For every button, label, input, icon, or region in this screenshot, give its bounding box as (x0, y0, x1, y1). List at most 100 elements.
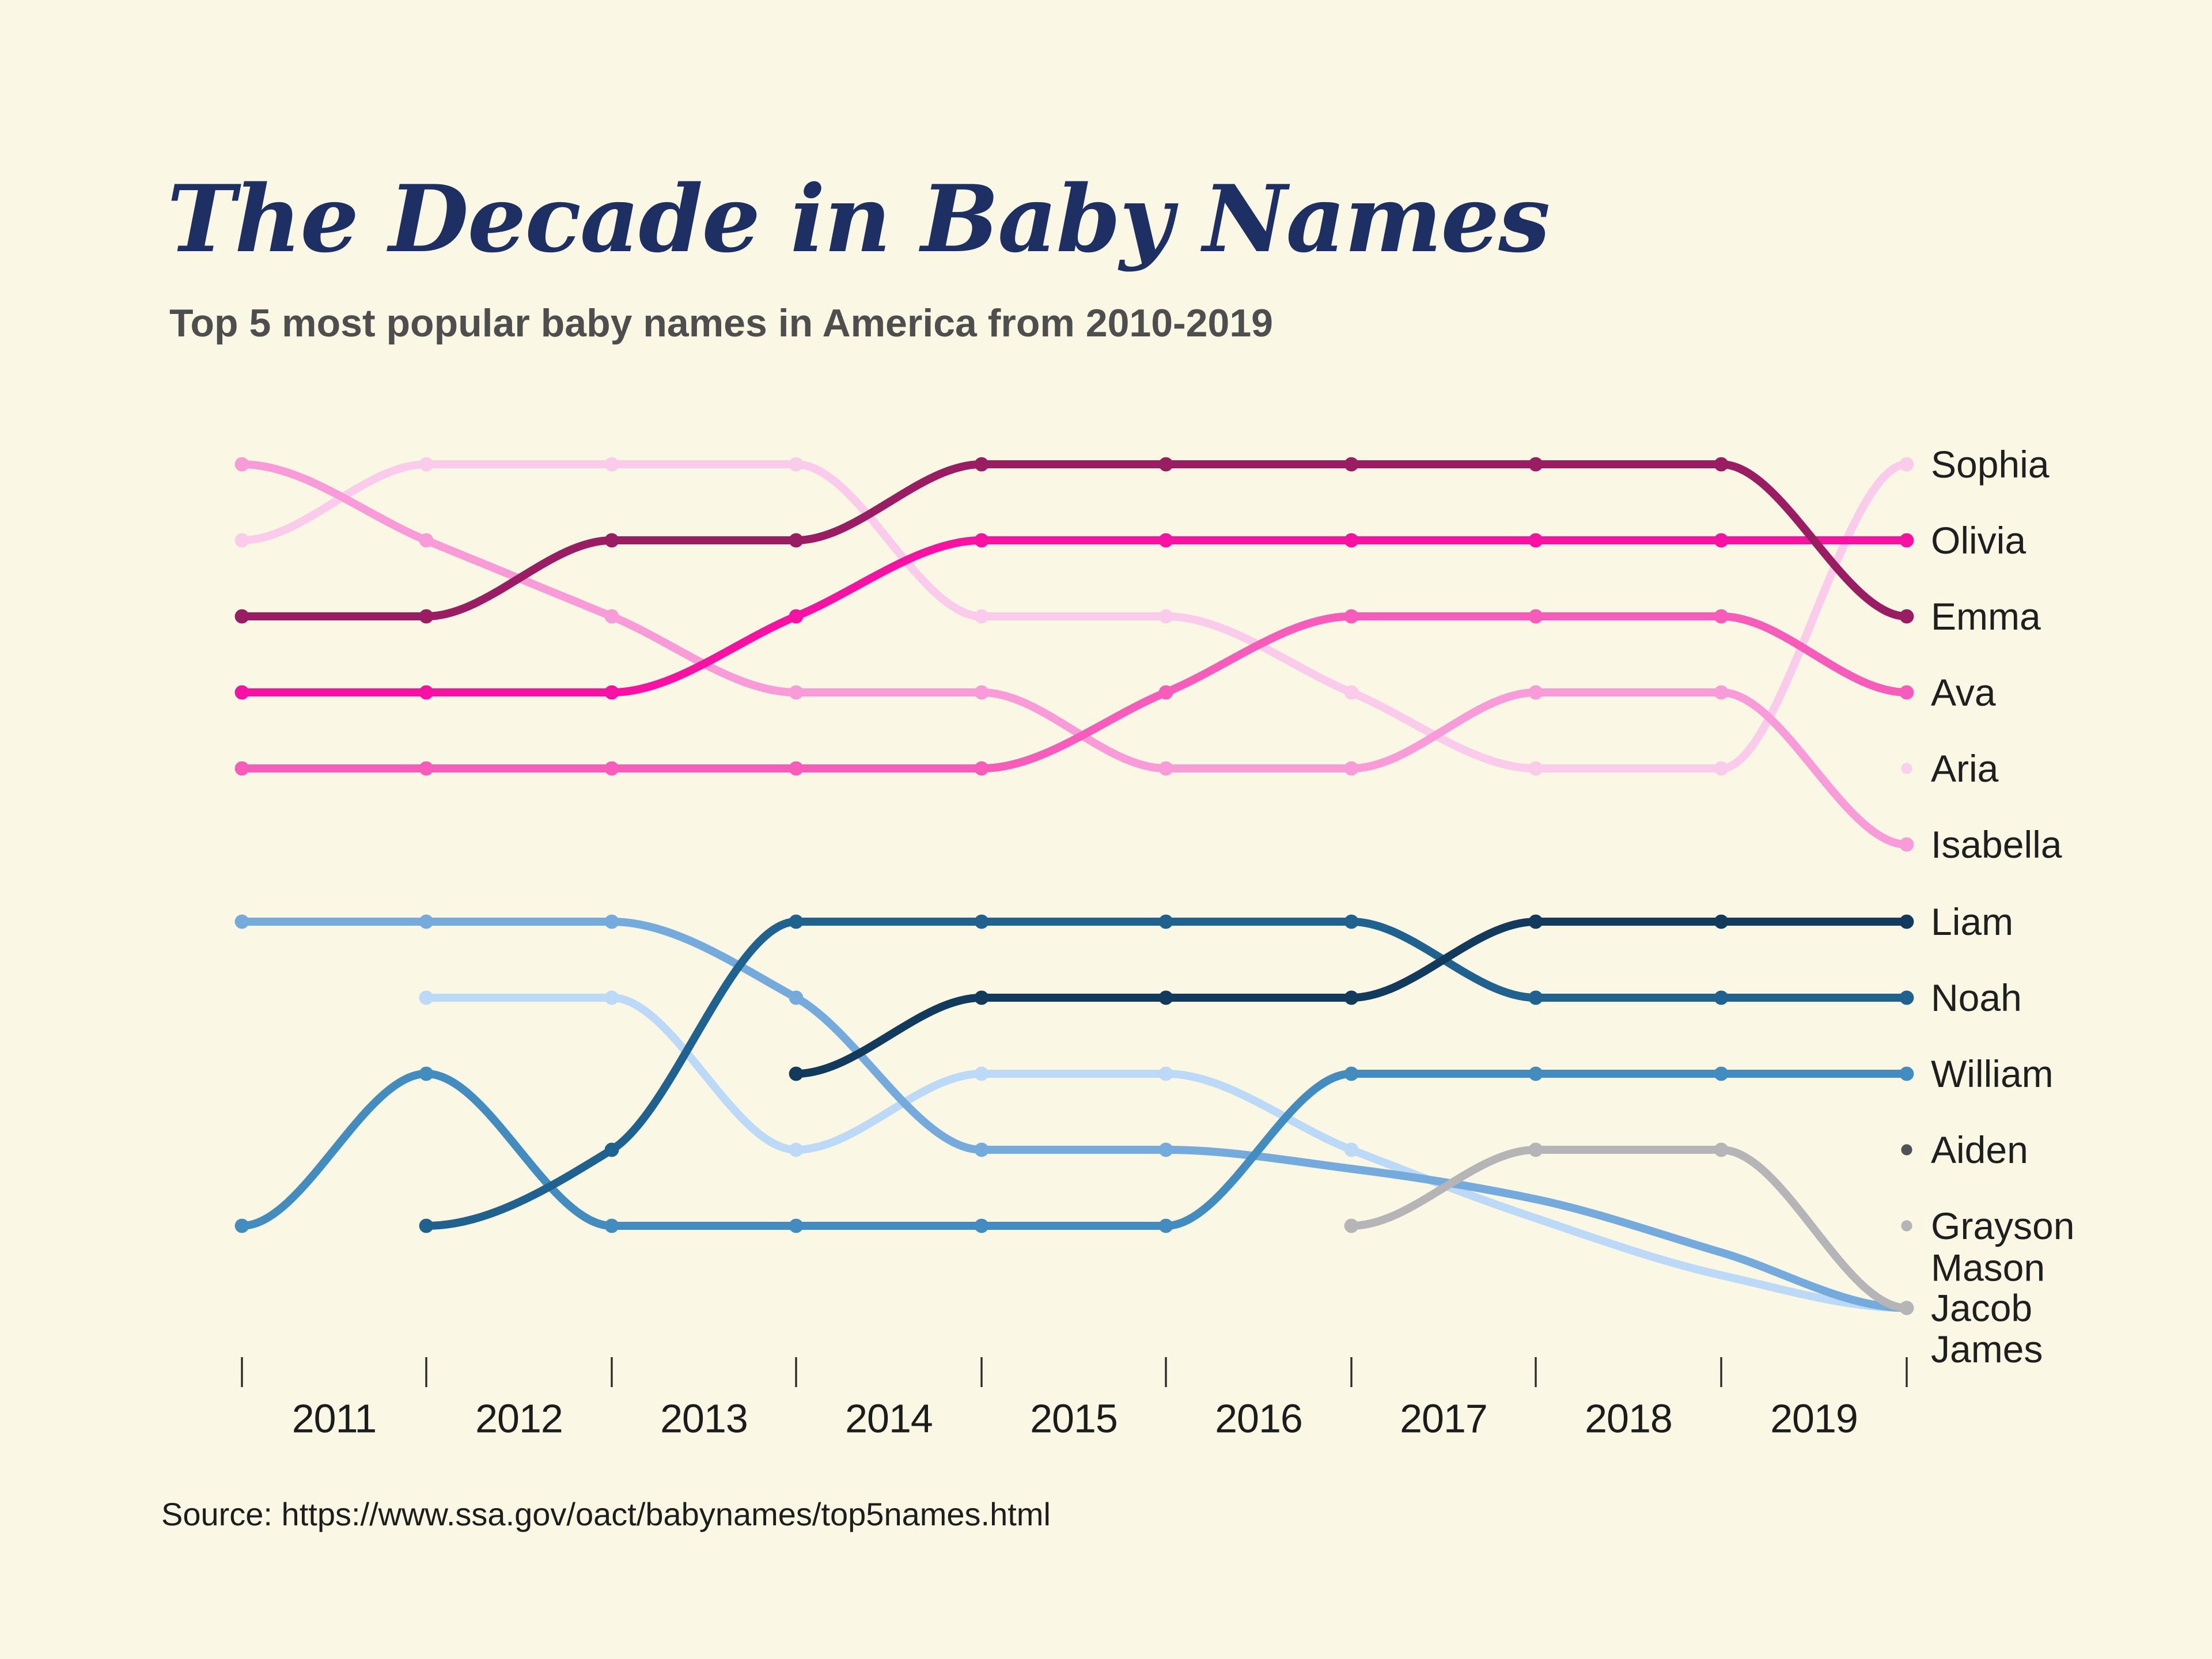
point-liam-2015 (1158, 990, 1173, 1005)
point-mason-2015 (1158, 1066, 1173, 1081)
series-lines (238, 460, 1911, 1312)
page-subtitle: Top 5 most popular baby names in America… (169, 301, 1273, 345)
point-olivia-2011 (419, 685, 434, 700)
point-william-2014 (974, 1218, 989, 1233)
label-james: James (1931, 1328, 2043, 1370)
point-ava-2012 (604, 761, 619, 776)
legend-dot-aiden (1901, 1144, 1912, 1156)
label-mason: Mason (1931, 1247, 2045, 1289)
series-points (234, 457, 1914, 1315)
point-isabella-2015 (1158, 761, 1173, 776)
label-sophia: Sophia (1931, 443, 2050, 486)
point-emma-2013 (789, 533, 804, 548)
axis-year-2011: 2011 (292, 1396, 377, 1441)
point-isabella-2010 (234, 457, 249, 472)
point-olivia-2017 (1528, 533, 1543, 548)
point-sophia-2016 (1344, 685, 1359, 700)
label-olivia: Olivia (1931, 519, 2026, 562)
point-olivia-2016 (1344, 533, 1359, 548)
line-grayson (1347, 1145, 1911, 1312)
point-sophia-2014 (974, 609, 989, 624)
source-note: Source: https://www.ssa.gov/oact/babynam… (161, 1496, 1051, 1532)
label-isabella: Isabella (1931, 823, 2062, 866)
line-william (238, 1069, 1911, 1230)
point-william-2011 (419, 1066, 434, 1081)
point-mason-2012 (604, 990, 619, 1005)
point-william-2017 (1528, 1066, 1543, 1081)
axis-year-2019: 2019 (1770, 1396, 1858, 1441)
point-jacob-2010 (234, 914, 249, 929)
axis-year-2015: 2015 (1030, 1396, 1118, 1441)
point-sophia-2017 (1528, 761, 1543, 776)
line-emma (238, 460, 1911, 621)
label-ava: Ava (1931, 671, 1996, 714)
point-noah-2017 (1528, 990, 1543, 1005)
label-aria: Aria (1931, 747, 1999, 790)
label-emma: Emma (1931, 595, 2041, 638)
point-olivia-2018 (1714, 533, 1729, 548)
point-emma-2010 (234, 609, 249, 624)
point-isabella-2014 (974, 685, 989, 700)
point-isabella-2013 (789, 685, 804, 700)
point-william-2016 (1344, 1066, 1359, 1081)
point-isabella-2019 (1899, 837, 1914, 852)
line-sophia (238, 460, 1911, 773)
point-emma-2014 (974, 457, 989, 472)
line-jacob (238, 917, 1911, 1312)
point-noah-2014 (974, 914, 989, 929)
page-title: The Decade in Baby Names (167, 165, 1549, 273)
point-emma-2017 (1528, 457, 1543, 472)
point-isabella-2011 (419, 533, 434, 548)
point-ava-2014 (974, 761, 989, 776)
axis-year-2017: 2017 (1400, 1396, 1487, 1441)
point-olivia-2014 (974, 533, 989, 548)
point-mason-2011 (419, 990, 434, 1005)
point-isabella-2017 (1528, 685, 1543, 700)
label-jacob: Jacob (1931, 1287, 2032, 1330)
label-william: William (1931, 1052, 2054, 1095)
point-noah-2011 (419, 1218, 434, 1233)
point-ava-2018 (1714, 609, 1729, 624)
point-grayson-2017 (1528, 1142, 1543, 1157)
point-ava-2013 (789, 761, 804, 776)
point-emma-2016 (1344, 457, 1359, 472)
point-emma-2012 (604, 533, 619, 548)
line-olivia (238, 536, 1911, 697)
point-isabella-2012 (604, 609, 619, 624)
point-isabella-2016 (1344, 761, 1359, 776)
point-mason-2016 (1344, 1142, 1359, 1157)
point-ava-2017 (1528, 609, 1543, 624)
point-ava-2011 (419, 761, 434, 776)
point-olivia-2010 (234, 685, 249, 700)
line-isabella (238, 460, 1911, 849)
point-william-2013 (789, 1218, 804, 1233)
point-sophia-2013 (789, 457, 804, 472)
point-liam-2017 (1528, 914, 1543, 929)
point-ava-2019 (1899, 685, 1914, 700)
point-noah-2012 (604, 1142, 619, 1157)
point-jacob-2013 (789, 990, 804, 1005)
label-liam: Liam (1931, 900, 2013, 943)
axis-year-2014: 2014 (845, 1396, 933, 1441)
point-noah-2013 (789, 914, 804, 929)
name-labels: Sophia Olivia Emma Ava Aria Isabella Liam Noah W… (1901, 443, 2074, 1370)
axis-year-2012: 2012 (475, 1396, 563, 1441)
point-william-2019 (1899, 1066, 1914, 1081)
axis-year-2016: 2016 (1215, 1396, 1302, 1441)
legend-dot-aria (1901, 763, 1912, 774)
point-olivia-2015 (1158, 533, 1173, 548)
point-jacob-2014 (974, 1142, 989, 1157)
point-william-2012 (604, 1218, 619, 1233)
point-mason-2014 (974, 1066, 989, 1081)
point-emma-2015 (1158, 457, 1173, 472)
point-sophia-2019 (1899, 457, 1914, 472)
point-william-2010 (234, 1218, 249, 1233)
point-isabella-2018 (1714, 685, 1729, 700)
point-emma-2011 (419, 609, 434, 624)
point-olivia-2013 (789, 609, 804, 624)
point-ava-2016 (1344, 609, 1359, 624)
label-noah: Noah (1931, 976, 2022, 1019)
point-emma-2018 (1714, 457, 1729, 472)
